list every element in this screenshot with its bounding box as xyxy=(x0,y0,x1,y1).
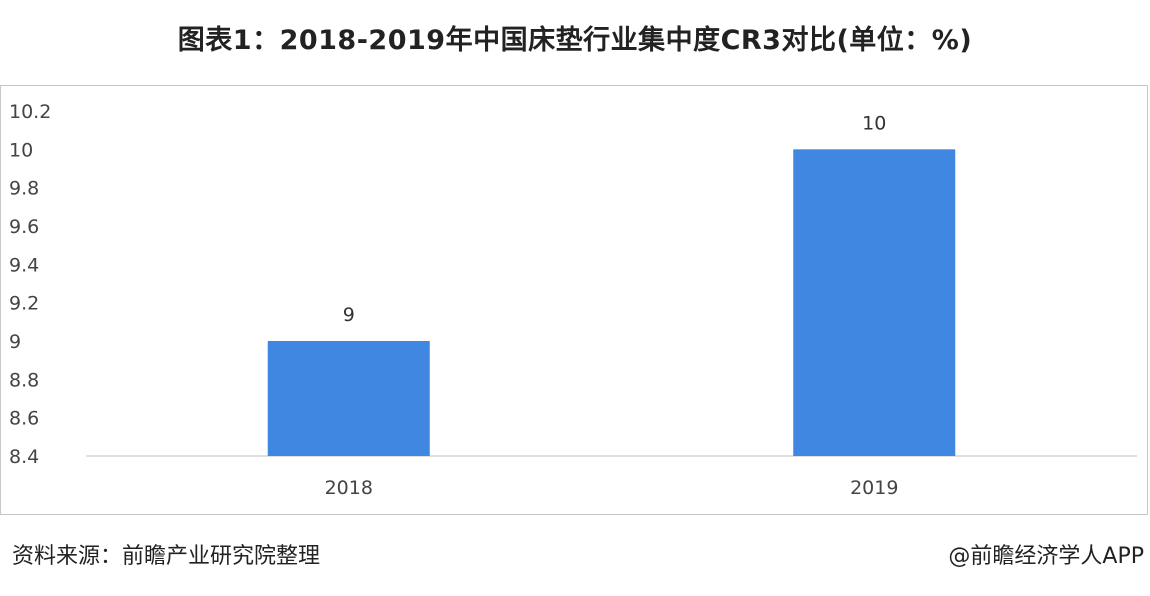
x-tick-label-2018: 2018 xyxy=(325,477,373,499)
y-tick-label: 9 xyxy=(9,331,21,353)
y-tick-label: 9.2 xyxy=(9,293,39,315)
bar-2018 xyxy=(267,341,430,456)
x-tick-label-2019: 2019 xyxy=(850,477,898,499)
y-tick-label: 10.2 xyxy=(9,101,51,123)
source-note: 资料来源：前瞻产业研究院整理 xyxy=(12,544,321,569)
chart-area: 8.4 8.6 8.8 9 9.2 9.4 9.6 9.8 10 10.2 9 2018 10 2019 xyxy=(0,85,1148,515)
y-tick-label: 8.6 xyxy=(9,408,39,430)
y-tick-label: 9.6 xyxy=(9,216,39,238)
bar-2019 xyxy=(793,149,956,457)
y-tick-label: 8.8 xyxy=(9,369,39,391)
data-label-2019: 10 xyxy=(862,112,886,134)
bar-chart: 8.4 8.6 8.8 9 9.2 9.4 9.6 9.8 10 10.2 9 2018 10 2019 xyxy=(9,101,1137,499)
y-tick-label: 9.4 xyxy=(9,254,39,276)
y-tick-label: 10 xyxy=(9,139,33,161)
y-tick-label: 9.8 xyxy=(9,178,39,200)
chart-title: 图表1：2018-2019年中国床垫行业集中度CR3对比(单位：%) xyxy=(177,25,973,56)
data-label-2018: 9 xyxy=(343,304,355,326)
y-tick-label: 8.4 xyxy=(9,446,39,468)
credit-note: @前瞻经济学人APP xyxy=(948,544,1144,569)
